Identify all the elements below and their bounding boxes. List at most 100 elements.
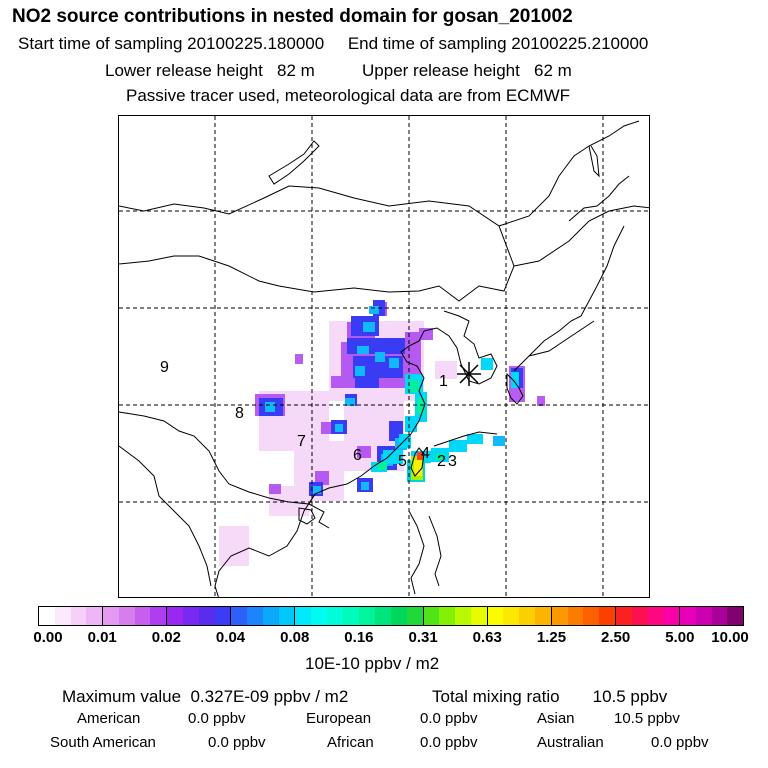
region-label: 5 (398, 453, 407, 470)
south-american-value: 0.0 ppbv (208, 734, 266, 751)
european-label: European (306, 710, 372, 727)
map-canvas: 1 2 3 4 5 6 7 8 9 (119, 116, 649, 597)
color-scale-swatch (70, 607, 87, 625)
color-scale-segment (103, 607, 168, 625)
region-label: 7 (297, 433, 306, 450)
color-scale-swatch (231, 607, 248, 625)
color-scale-swatch (278, 607, 295, 625)
color-scale-swatch (39, 607, 55, 625)
color-scale-swatch (519, 607, 535, 625)
color-scale-swatch (647, 607, 664, 625)
color-scale-tick-label: 0.01 (87, 629, 117, 646)
color-scale-tick-label: 0.04 (215, 629, 246, 646)
region-label: 3 (448, 453, 457, 470)
region-label: 1 (439, 373, 448, 390)
release-height-line: Lower release height 82 m Upper release … (105, 61, 572, 80)
color-scale-swatch (583, 607, 600, 625)
color-scale-swatch (342, 607, 359, 625)
color-scale-swatch (375, 607, 392, 625)
color-scale-swatch (679, 607, 696, 625)
color-scale-swatch (262, 607, 279, 625)
color-scale-swatch (359, 607, 376, 625)
color-scale-tick-label: 0.02 (151, 629, 181, 646)
color-scale-swatch (439, 607, 456, 625)
color-scale-segment (231, 607, 296, 625)
color-scale-unit: 10E-10 ppbv / m2 (305, 654, 440, 673)
australian-value: 0.0 ppbv (651, 734, 709, 751)
concentration-field (219, 300, 545, 566)
color-scale-tick-label: 1.25 (536, 629, 567, 646)
color-scale-swatch (615, 607, 632, 625)
region-label: 9 (160, 359, 169, 376)
color-scale-swatch (295, 607, 312, 625)
color-scale-swatch (86, 607, 103, 625)
color-scale-swatch (54, 607, 71, 625)
color-scale-swatch (134, 607, 151, 625)
asian-value: 10.5 ppbv (614, 710, 680, 727)
color-scale-swatch (214, 607, 231, 625)
color-scale-swatch (198, 607, 215, 625)
color-scale-segment (679, 607, 744, 625)
color-scale-swatch (150, 607, 167, 625)
color-scale-tick-label: 5.00 (665, 629, 695, 646)
asian-label: Asian (537, 710, 575, 727)
color-scale-swatch (103, 607, 119, 625)
color-scale-swatch (551, 607, 568, 625)
color-scale-swatch (663, 607, 679, 625)
color-scale-swatch (711, 607, 728, 625)
color-scale-swatch (695, 607, 712, 625)
color-scale-swatch (455, 607, 471, 625)
map-panel: 1 2 3 4 5 6 7 8 9 (118, 115, 650, 598)
color-scale-swatch (487, 607, 504, 625)
color-scale-swatch (470, 607, 487, 625)
lat-lon-grid (119, 116, 649, 597)
color-scale-segment (359, 607, 424, 625)
color-scale-swatch (118, 607, 135, 625)
color-scale-swatch (182, 607, 199, 625)
region-label: 2 (437, 453, 446, 470)
color-scale-segment (167, 607, 232, 625)
color-scale-swatch (167, 607, 183, 625)
color-scale-bar (38, 606, 744, 626)
color-scale-swatch (599, 607, 615, 625)
color-scale-swatch (391, 607, 407, 625)
receptor-asterisk-icon (457, 362, 481, 386)
australian-label: Australian (537, 734, 604, 751)
color-scale-swatch (423, 607, 440, 625)
color-scale-swatch (631, 607, 648, 625)
color-scale-tick-label: 0.63 (472, 629, 502, 646)
region-labels: 1 2 3 4 5 6 7 8 9 (160, 359, 457, 470)
american-value: 0.0 ppbv (188, 710, 246, 727)
color-scale-swatch (727, 607, 744, 625)
sampling-time-line: Start time of sampling 20100225.180000 E… (18, 34, 649, 53)
color-scale-segment (487, 607, 552, 625)
color-scale-tick-label: 0.00 (33, 629, 63, 646)
color-scale-swatch (326, 607, 343, 625)
color-scale-swatch (535, 607, 551, 625)
total-mixing-ratio-line: Total mixing ratio 10.5 ppbv (432, 687, 668, 706)
european-value: 0.0 ppbv (420, 710, 478, 727)
south-american-label: South American (50, 734, 156, 751)
african-label: African (327, 734, 374, 751)
color-scale-segment (615, 607, 680, 625)
color-scale-segment (423, 607, 488, 625)
color-scale-swatch (311, 607, 327, 625)
color-scale-tick-label: 2.50 (601, 629, 631, 646)
color-scale-segment (39, 607, 104, 625)
color-scale-tick-label: 0.16 (344, 629, 374, 646)
color-scale-tick-label: 0.31 (408, 629, 438, 646)
american-label: American (77, 710, 141, 727)
region-label: 8 (235, 405, 244, 422)
color-scale-segment (551, 607, 616, 625)
region-label: 4 (421, 445, 430, 462)
maximum-value-line: Maximum value 0.327E-09 ppbv / m2 (62, 687, 349, 706)
region-label: 6 (353, 447, 362, 464)
color-scale-swatch (406, 607, 423, 625)
map-title: NO2 source contributions in nested domai… (12, 6, 573, 27)
color-scale-swatch (567, 607, 584, 625)
african-value: 0.0 ppbv (420, 734, 478, 751)
color-scale-segment (295, 607, 360, 625)
coastlines (119, 120, 649, 597)
color-scale-tick-label: 0.08 (280, 629, 310, 646)
color-scale-swatch (247, 607, 263, 625)
